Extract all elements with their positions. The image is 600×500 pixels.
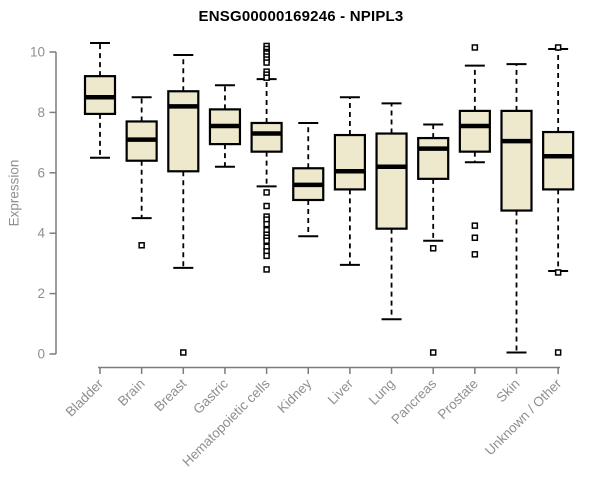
outlier-point (263, 266, 270, 273)
outlier-point (554, 44, 562, 51)
outlier-point (263, 74, 270, 81)
x-category-label: Brain (115, 376, 148, 409)
iqr-box (500, 109, 533, 212)
iqr-box (458, 109, 491, 153)
iqr-box (167, 90, 200, 173)
x-category-label: Kidney (275, 376, 315, 416)
iqr-box (250, 121, 283, 153)
box-skin (500, 63, 533, 354)
y-tick-label: 4 (37, 226, 45, 241)
chart-title: ENSG00000169246 - NPIPL3 (198, 8, 404, 25)
iqr-box (375, 132, 408, 230)
box-breast (167, 54, 200, 356)
outlier-point (471, 222, 479, 229)
x-category-label: Pancreas (388, 376, 439, 427)
box-liver (333, 96, 366, 266)
iqr-box (417, 136, 450, 180)
box-pancreas (417, 123, 450, 356)
y-tick-label: 10 (30, 45, 45, 60)
box-unknown-other (542, 44, 575, 356)
box-kidney (292, 121, 325, 238)
x-category-label: Breast (151, 376, 189, 414)
outlier-point (263, 202, 270, 210)
y-tick-label: 6 (37, 165, 45, 180)
outlier-point (263, 189, 270, 196)
outlier-point (471, 234, 479, 241)
outlier-point (471, 44, 479, 51)
outlier-point (429, 245, 437, 252)
outlier-point (263, 252, 270, 260)
box-lung (375, 102, 408, 321)
y-tick-label: 8 (37, 105, 45, 120)
x-category-label: Bladder (63, 376, 107, 420)
box-hematopoietic-cells (250, 42, 283, 273)
iqr-box (83, 75, 117, 116)
outlier-point (554, 349, 562, 356)
outlier-point (263, 220, 270, 228)
x-category-label: Prostate (435, 376, 481, 422)
outlier-point (138, 242, 145, 249)
x-category-label: Gastric (190, 376, 231, 417)
x-category-label: Skin (493, 376, 522, 405)
iqr-box (542, 130, 575, 191)
outlier-point (554, 269, 562, 276)
y-tick-label: 0 (37, 347, 45, 362)
iqr-box (333, 133, 366, 191)
y-tick-label: 2 (37, 286, 45, 301)
box-bladder (83, 41, 117, 159)
outlier-point (180, 349, 187, 356)
x-category-label: Liver (325, 376, 357, 408)
outlier-point (471, 251, 479, 258)
box-gastric (208, 84, 242, 168)
x-category-label: Lung (366, 376, 398, 408)
box-prostate (458, 44, 491, 258)
x-category-label: Unknown / Other (482, 376, 565, 459)
box-brain (125, 96, 158, 249)
outlier-point (263, 59, 270, 66)
outlier-point (429, 349, 437, 356)
outlier-point (263, 237, 270, 244)
